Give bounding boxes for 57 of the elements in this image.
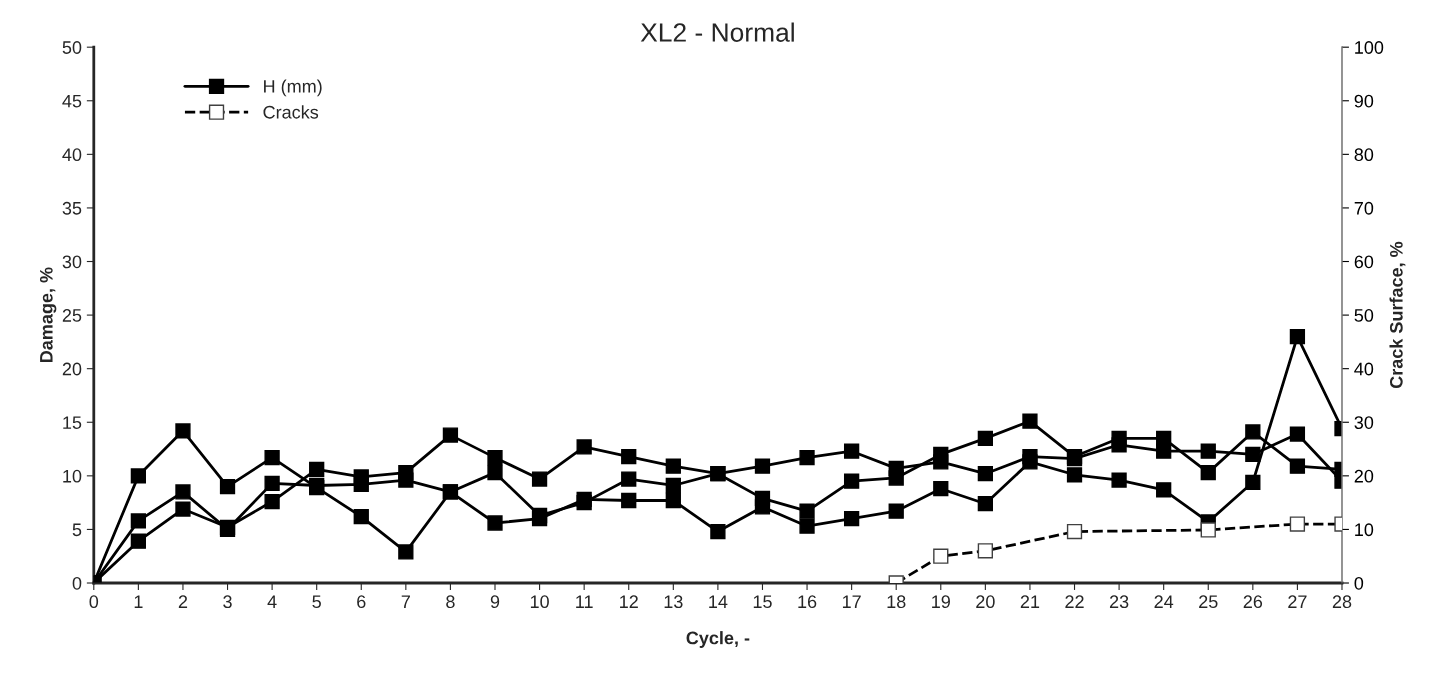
x-tick-label: 23 [1109, 595, 1129, 609]
y-tick-label: 0 [72, 576, 82, 590]
x-tick-label: 7 [401, 595, 410, 608]
x-tick-label: 2 [178, 595, 188, 608]
y-axis-title: Damage, % [39, 267, 57, 363]
y-tick-label: 15 [63, 416, 82, 429]
x-tick-label: 14 [709, 595, 728, 608]
y2-tick-label: 0 [1354, 576, 1364, 590]
x-tick-label: 1 [134, 595, 143, 608]
y2-tick-label: 80 [1354, 148, 1374, 162]
x-tick-label: 26 [1243, 595, 1263, 609]
y-tick-label: 25 [62, 309, 82, 322]
x-tick-label: 5 [312, 595, 321, 609]
legend-label: Cracks [263, 105, 319, 119]
y-tick-label: 35 [62, 201, 82, 215]
x-tick-label: 4 [267, 595, 277, 608]
y-tick-label: 30 [62, 255, 82, 269]
y2-tick-label: 100 [1355, 41, 1384, 54]
x-tick-label: 28 [1332, 595, 1352, 609]
y-tick-label: 20 [62, 362, 82, 376]
x-tick-label: 17 [842, 595, 861, 608]
x-tick-label: 15 [753, 595, 772, 609]
y2-axis-title: Crack Surface, % [1389, 241, 1406, 389]
x-tick-label: 21 [1020, 595, 1040, 608]
x-tick-label: 20 [976, 595, 995, 609]
y-tick-label: 5 [72, 523, 82, 537]
y2-tick-label: 60 [1354, 255, 1374, 269]
y2-tick-label: 30 [1354, 416, 1374, 429]
x-tick-label: 25 [1199, 595, 1218, 609]
x-tick-label: 19 [932, 595, 950, 609]
x-tick-label: 6 [357, 595, 366, 609]
y2-tick-label: 20 [1354, 469, 1374, 483]
x-tick-label: 0 [89, 595, 99, 609]
y-tick-label: 45 [62, 94, 82, 108]
chart-title: XL2 - Normal [640, 22, 794, 42]
x-tick-label: 3 [223, 595, 232, 609]
x-tick-label: 9 [490, 595, 500, 609]
y-tick-label: 40 [62, 148, 82, 162]
x-tick-label: 18 [887, 595, 906, 609]
y-tick-label: 50 [62, 41, 82, 54]
y2-tick-label: 10 [1355, 523, 1374, 537]
x-axis-title: Cycle, - [686, 631, 750, 648]
y2-tick-label: 70 [1354, 201, 1374, 215]
y-tick-label: 10 [63, 469, 82, 483]
y2-tick-label: 90 [1354, 94, 1374, 108]
legend-label: H (mm) [264, 79, 322, 97]
x-tick-label: 8 [446, 595, 455, 609]
x-tick-label: 16 [798, 595, 817, 609]
x-tick-label: 10 [530, 595, 549, 609]
x-tick-label: 13 [664, 595, 683, 609]
x-tick-label: 11 [576, 595, 593, 608]
y2-tick-label: 40 [1354, 362, 1374, 376]
x-tick-label: 22 [1065, 595, 1084, 608]
y2-tick-label: 50 [1354, 309, 1374, 322]
x-tick-label: 12 [620, 595, 638, 608]
x-tick-label: 24 [1154, 595, 1174, 608]
x-tick-label: 27 [1288, 595, 1307, 608]
